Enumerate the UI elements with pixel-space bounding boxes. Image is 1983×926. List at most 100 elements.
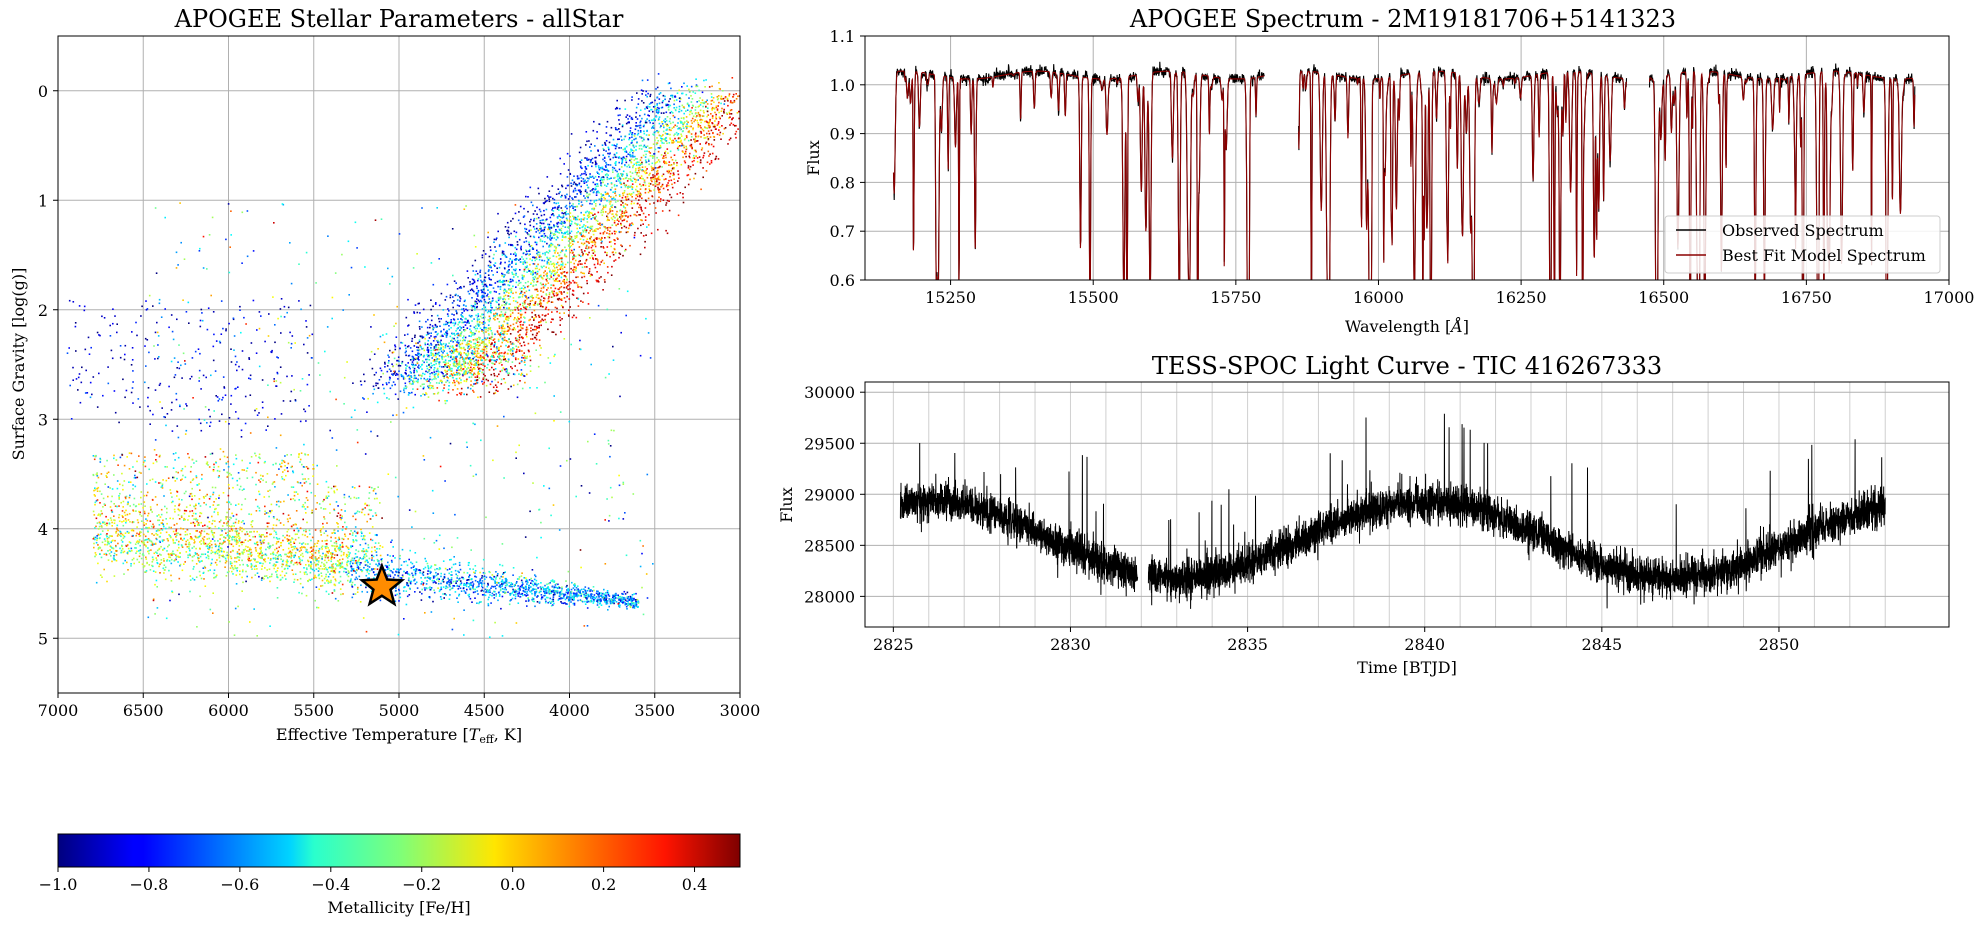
hr-point bbox=[570, 185, 573, 187]
hr-point bbox=[334, 547, 336, 550]
hr-point bbox=[427, 351, 430, 354]
hr-point bbox=[517, 276, 519, 278]
hr-point bbox=[301, 533, 304, 536]
hr-point bbox=[598, 606, 600, 608]
hr-point bbox=[175, 532, 178, 535]
hr-point bbox=[573, 218, 575, 220]
hr-point bbox=[670, 164, 673, 166]
hr-point bbox=[243, 551, 245, 553]
hr-point bbox=[536, 217, 538, 220]
hr-point bbox=[569, 219, 572, 222]
hr-point bbox=[301, 543, 303, 545]
hr-point bbox=[435, 377, 437, 380]
hr-point bbox=[693, 154, 695, 157]
hr-point bbox=[509, 281, 511, 283]
hr-point bbox=[463, 330, 466, 332]
hr-point bbox=[242, 563, 244, 566]
hr-point bbox=[294, 551, 297, 554]
hr-point bbox=[625, 155, 628, 158]
hr-point bbox=[523, 241, 526, 243]
hr-point bbox=[112, 547, 114, 549]
hr-point bbox=[616, 170, 618, 173]
hr-point bbox=[637, 193, 640, 195]
hr-point bbox=[285, 564, 287, 567]
hr-point bbox=[388, 381, 390, 384]
hr-point bbox=[658, 107, 660, 110]
hr-point bbox=[158, 519, 161, 522]
hr-point bbox=[421, 348, 423, 350]
hr-point bbox=[563, 297, 566, 299]
hr-point bbox=[285, 553, 287, 556]
hr-point bbox=[375, 563, 377, 566]
hr-point bbox=[485, 591, 487, 593]
hr-point bbox=[151, 511, 153, 513]
hr-point bbox=[224, 537, 227, 539]
hr-point bbox=[265, 575, 268, 577]
hr-point bbox=[641, 140, 644, 142]
hr-point bbox=[636, 185, 638, 188]
hr-point bbox=[469, 340, 472, 342]
hr-point bbox=[632, 191, 635, 194]
hr-point bbox=[206, 525, 209, 528]
hr-point bbox=[641, 169, 644, 171]
hr-point bbox=[238, 556, 241, 559]
hr-point bbox=[464, 369, 467, 372]
hr-point bbox=[497, 381, 499, 384]
hr-point bbox=[689, 111, 692, 113]
hr-point bbox=[610, 205, 612, 208]
hr-point bbox=[686, 136, 688, 139]
hr-point bbox=[528, 270, 531, 272]
hr-point bbox=[634, 133, 636, 135]
hr-point bbox=[657, 130, 660, 133]
hr-point bbox=[548, 227, 550, 229]
hr-point bbox=[230, 557, 233, 560]
hr-point bbox=[448, 598, 451, 600]
hr-point bbox=[416, 346, 418, 348]
hr-point bbox=[459, 329, 461, 331]
hr-point bbox=[684, 161, 687, 164]
hr-point bbox=[632, 602, 635, 605]
hr-point bbox=[589, 275, 592, 277]
hr-point bbox=[211, 534, 214, 536]
hr-point bbox=[236, 539, 238, 542]
hr-point bbox=[272, 553, 275, 556]
hr-point bbox=[241, 530, 243, 533]
hr-point bbox=[194, 552, 197, 554]
hr-point bbox=[654, 180, 657, 183]
hr-point bbox=[431, 357, 433, 359]
hr-point bbox=[515, 281, 518, 284]
hr-point bbox=[546, 199, 548, 202]
hr-point bbox=[441, 334, 443, 337]
hr-point bbox=[588, 226, 591, 229]
hr-point bbox=[242, 569, 244, 571]
hr-point bbox=[130, 565, 132, 567]
hr-point bbox=[521, 586, 523, 589]
hr-point bbox=[564, 246, 566, 249]
hr-point bbox=[207, 554, 209, 557]
hr-point bbox=[169, 556, 172, 559]
hr-point bbox=[545, 321, 547, 324]
hr-point bbox=[135, 547, 137, 549]
hr-point bbox=[561, 602, 563, 604]
hr-point bbox=[671, 140, 673, 142]
hr-point bbox=[259, 547, 261, 550]
hr-point bbox=[312, 554, 314, 557]
hr-point bbox=[616, 219, 619, 221]
hr-point bbox=[508, 585, 511, 587]
hr-point bbox=[476, 337, 479, 340]
hr-point bbox=[624, 207, 627, 209]
hr-point bbox=[292, 563, 295, 566]
hr-point bbox=[496, 581, 498, 584]
hr-point bbox=[424, 342, 426, 344]
hr-point bbox=[338, 549, 341, 552]
hr-point bbox=[603, 230, 606, 233]
hr-point bbox=[469, 325, 472, 327]
hr-point bbox=[531, 247, 534, 249]
hr-point bbox=[98, 546, 101, 549]
hr-point bbox=[499, 279, 501, 282]
hr-point bbox=[642, 223, 644, 225]
hr-point bbox=[142, 553, 144, 555]
hr-point bbox=[235, 567, 238, 570]
hr-point bbox=[458, 594, 460, 597]
hr-point bbox=[228, 508, 231, 510]
